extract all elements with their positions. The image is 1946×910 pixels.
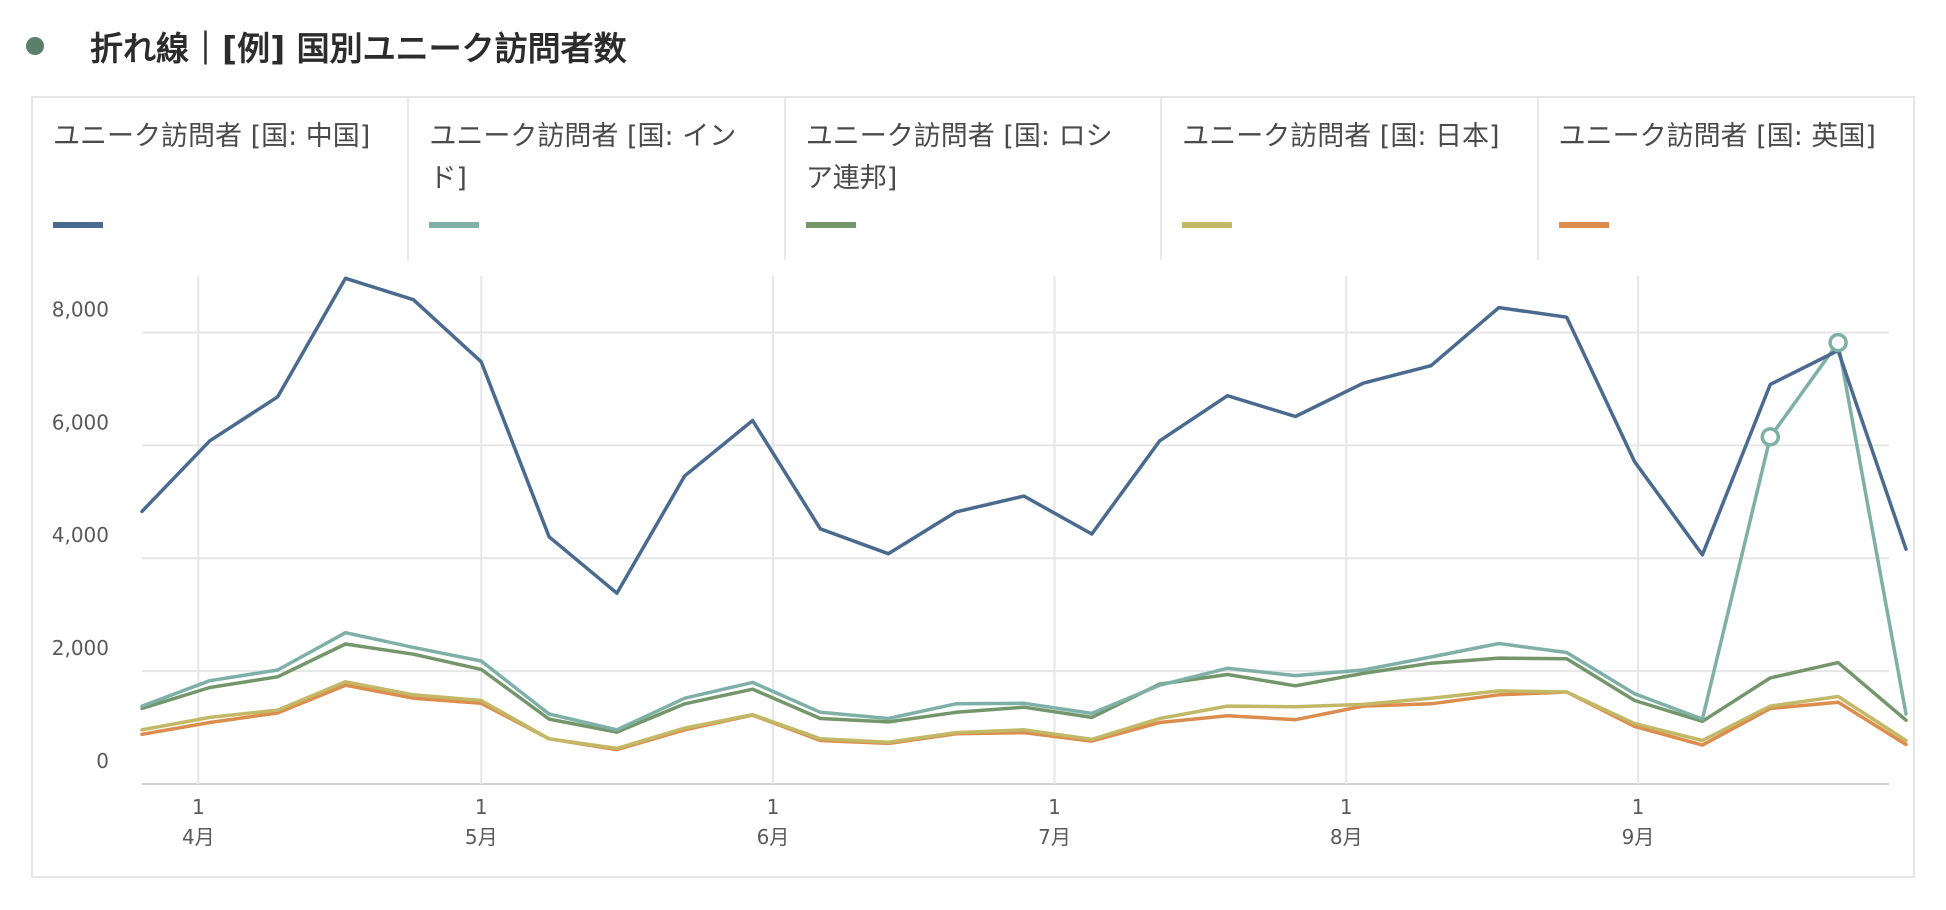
grid-lines — [142, 276, 1889, 785]
legend-label: ユニーク訪問者 [国: ロシア連邦] — [805, 121, 1113, 194]
legend-item-china[interactable]: ユニーク訪問者 [国: 中国] — [33, 98, 410, 260]
y-tick-label: 0 — [96, 749, 109, 773]
y-tick-label: 8,000 — [52, 297, 109, 321]
chart-title: 折れ線｜[例] 国別ユニーク訪問者数 — [90, 29, 627, 68]
status-dot-icon — [26, 37, 44, 55]
x-tick-label-day: 1 — [1340, 795, 1353, 819]
x-tick-label-month: 4月 — [182, 825, 215, 849]
x-tick-label-day: 1 — [475, 795, 488, 819]
y-tick-label: 6,000 — [52, 410, 109, 434]
legend-swatch — [1182, 222, 1233, 228]
series-lines — [140, 276, 1908, 752]
legend-label: ユニーク訪問者 [国: インド] — [429, 121, 737, 194]
y-tick-label: 4,000 — [52, 523, 109, 547]
legend-swatch — [53, 222, 103, 228]
data-point-marker — [1828, 332, 1848, 353]
x-tick-label-day: 1 — [1632, 795, 1645, 819]
legend-swatch — [429, 222, 480, 228]
series-line-1 — [140, 340, 1908, 732]
x-tick-label-day: 1 — [192, 795, 205, 819]
x-tick-label-day: 1 — [767, 795, 780, 819]
x-tick-label-month: 5月 — [465, 825, 498, 849]
chart-legend: ユニーク訪問者 [国: 中国] ユニーク訪問者 [国: インド] ユニーク訪問者… — [33, 98, 1913, 260]
legend-item-india[interactable]: ユニーク訪問者 [国: インド] — [409, 98, 786, 260]
series-markers — [1760, 332, 1848, 447]
legend-item-japan[interactable]: ユニーク訪問者 [国: 日本] — [1162, 98, 1539, 260]
x-tick-label-month: 9月 — [1622, 825, 1655, 849]
x-tick-label-day: 1 — [1048, 795, 1061, 819]
legend-swatch — [1558, 222, 1609, 228]
x-tick-label-month: 8月 — [1330, 825, 1363, 849]
chart-header: 折れ線｜[例] 国別ユニーク訪問者数 — [0, 0, 1946, 90]
line-chart: 0 2,000 4,000 6,000 8,000 1 4月 1 5月 1 6月 1 7月 1 8月 1 9月 — [52, 276, 1908, 849]
series-line-3 — [140, 680, 1908, 751]
legend-swatch — [805, 222, 856, 228]
y-tick-label: 2,000 — [52, 636, 109, 660]
legend-label: ユニーク訪問者 [国: 英国] — [1558, 121, 1876, 152]
x-axis: 1 4月 1 5月 1 6月 1 7月 1 8月 1 9月 — [182, 795, 1654, 849]
legend-label: ユニーク訪問者 [国: 日本] — [1182, 121, 1500, 152]
x-tick-label-month: 6月 — [757, 825, 790, 849]
chart-card: ユニーク訪問者 [国: 中国] ユニーク訪問者 [国: インド] ユニーク訪問者… — [31, 96, 1915, 878]
data-point-marker — [1760, 427, 1781, 447]
x-tick-label-month: 7月 — [1038, 825, 1071, 849]
legend-label: ユニーク訪問者 [国: 中国] — [53, 121, 371, 152]
y-axis: 0 2,000 4,000 6,000 8,000 — [52, 297, 109, 773]
series-line-2 — [140, 642, 1908, 734]
legend-item-russia[interactable]: ユニーク訪問者 [国: ロシア連邦] — [786, 98, 1163, 260]
series-line-0 — [140, 276, 1908, 595]
legend-item-uk[interactable]: ユニーク訪問者 [国: 英国] — [1539, 98, 1913, 260]
